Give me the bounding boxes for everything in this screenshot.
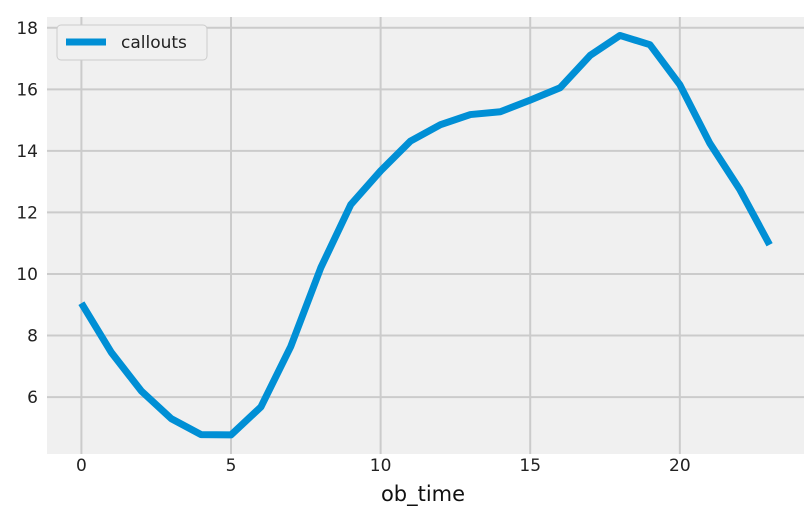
tick-labels: 0 5 10 15 20 6 8 10 12 14 16 18	[16, 19, 690, 476]
y-tick-label: 14	[16, 142, 38, 162]
y-tick-label: 16	[16, 80, 38, 100]
y-tick-label: 12	[16, 203, 38, 223]
x-axis-label: ob_time	[381, 482, 465, 507]
y-tick-label: 6	[27, 388, 38, 408]
x-tick-label: 15	[519, 456, 541, 476]
legend-box	[56, 24, 208, 61]
x-tick-label: 5	[226, 456, 237, 476]
series-layer	[78, 31, 773, 439]
x-tick-label: 10	[370, 456, 392, 476]
y-tick-label: 18	[16, 19, 38, 39]
x-tick-label: 20	[669, 456, 691, 476]
x-tick-label: 0	[76, 456, 87, 476]
plot-area	[47, 17, 804, 454]
y-tick-label: 10	[16, 265, 38, 285]
y-tick-label: 8	[27, 327, 38, 347]
legend-label-callouts: callouts	[121, 33, 187, 53]
series-line-callouts	[78, 31, 773, 439]
legend: callouts	[56, 24, 208, 61]
